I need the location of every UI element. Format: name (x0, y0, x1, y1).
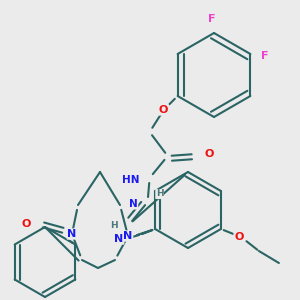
Text: F: F (261, 51, 268, 61)
Text: N: N (129, 199, 138, 209)
Text: N: N (68, 229, 76, 239)
Text: N: N (123, 231, 133, 241)
Text: H: H (110, 221, 118, 230)
Text: HN: HN (122, 175, 140, 185)
Text: N: N (115, 234, 124, 244)
Text: O: O (205, 149, 214, 159)
Text: H: H (156, 190, 164, 199)
Text: O: O (234, 232, 244, 242)
Text: O: O (21, 219, 31, 229)
Text: O: O (159, 105, 168, 115)
Text: F: F (208, 14, 216, 24)
